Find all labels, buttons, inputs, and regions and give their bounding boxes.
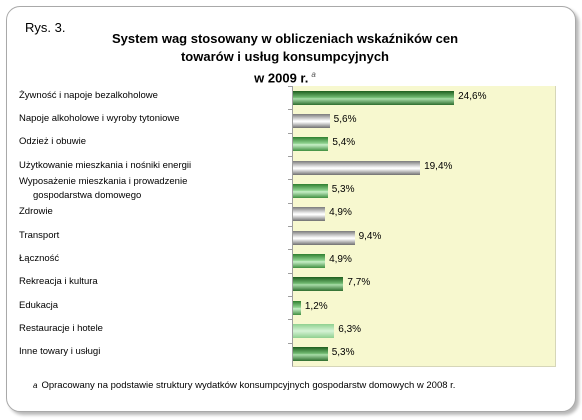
axis-tick: [288, 86, 293, 87]
value-label: 5,3%: [331, 347, 355, 359]
bar-2: [293, 137, 329, 152]
category-label: Łączność: [19, 252, 59, 266]
category-label-line: Żywność i napoje bezalkoholowe: [19, 89, 158, 101]
bar-9: [293, 300, 301, 315]
value-label: 4,9%: [329, 254, 352, 265]
category-label-line: Inne towary i usługi: [19, 346, 101, 358]
category-label-line: Użytkowanie mieszkania i nośniki energii: [19, 159, 192, 171]
chart-title: System wag stosowany w obliczeniach wska…: [70, 30, 500, 87]
bar-3: [293, 160, 421, 175]
category-label-line: Łączność: [19, 253, 60, 264]
axis-tick: [288, 203, 293, 204]
category-label-line: Wyposażenie mieszkania i prowadzenie: [19, 176, 188, 187]
value-label: 5,6%: [333, 114, 357, 125]
axis-tick: [288, 133, 293, 134]
footnote-mark: a: [33, 381, 38, 390]
bar-4: [293, 184, 328, 198]
footnote-text: Opracowany na podstawie struktury wydatk…: [41, 380, 456, 391]
bar-0: [293, 90, 455, 105]
category-label-line: Napoje alkoholowe i wyroby tytoniowe: [19, 113, 180, 124]
plot-area: 24,6% 5,6% 5,4% 19,4% 5,3% 4,9% 9,4% 4,9% 7,7% 1,…: [288, 86, 556, 367]
category-label-line: Restauracje i hotele: [19, 323, 103, 334]
category-label-line: Edukacja: [19, 299, 59, 311]
footnote: a Opracowany na podstawie struktury wydat…: [33, 380, 455, 391]
value-label: 1,2%: [304, 300, 328, 312]
bar-6: [293, 230, 355, 245]
value-label: 7,7%: [347, 277, 371, 289]
value-label: 4,9%: [329, 207, 352, 219]
category-label: Wyposażenie mieszkania i prowadzenie gosp…: [19, 175, 187, 203]
axis-tick: [288, 273, 293, 274]
category-label-line: Rekreacja i kultura: [19, 276, 98, 288]
bar-8: [293, 277, 344, 292]
axis-tick: [288, 319, 293, 320]
title-footnote-mark: a: [311, 70, 316, 79]
axis-tick: [288, 179, 293, 180]
chart-title-line-3-text: w 2009 r.: [254, 70, 309, 86]
category-label-line: Odzież i obuwie: [19, 136, 87, 148]
category-label: Zdrowie: [19, 205, 53, 219]
category-label: Odzież i obuwie: [19, 135, 86, 149]
category-label-line: Zdrowie: [19, 206, 53, 218]
axis-tick: [288, 343, 293, 344]
category-label: Rekreacja i kultura: [19, 275, 98, 289]
value-label: 9,4%: [358, 230, 382, 242]
category-label: Użytkowanie mieszkania i nośniki energii: [19, 159, 191, 173]
bar-1: [293, 114, 330, 128]
category-label: Inne towary i usługi: [19, 345, 100, 359]
bar-10: [293, 324, 335, 338]
value-label: 6,3%: [338, 324, 362, 335]
figure-label: Rys. 3.: [25, 20, 66, 35]
value-label: 19,4%: [424, 160, 453, 172]
category-label: Napoje alkoholowe i wyroby tytoniowe: [19, 112, 180, 126]
category-label: Edukacja: [19, 299, 58, 313]
category-label-line: gospodarstwa domowego: [33, 190, 142, 201]
axis-tick: [288, 226, 293, 227]
value-label: 5,3%: [331, 184, 355, 195]
category-label: Transport: [19, 229, 59, 243]
bar-7: [293, 254, 326, 268]
axis-tick: [288, 156, 293, 157]
axis-tick: [288, 249, 293, 250]
chart-title-line-1: System wag stosowany w obliczeniach wska…: [111, 31, 459, 46]
value-label: 24,6%: [458, 90, 487, 102]
bar-11: [293, 347, 328, 362]
category-label: Restauracje i hotele: [19, 322, 103, 336]
chart-title-line-3: w 2009 r. a: [70, 66, 500, 87]
value-label: 5,4%: [332, 137, 356, 149]
bar-5: [293, 207, 326, 222]
category-label-line: Transport: [19, 229, 60, 241]
category-label: Żywność i napoje bezalkoholowe: [19, 89, 158, 103]
axis-tick: [288, 296, 293, 297]
axis-tick: [288, 109, 293, 110]
chart-title-line-2: towarów i usług konsumpcyjnych: [180, 49, 390, 64]
